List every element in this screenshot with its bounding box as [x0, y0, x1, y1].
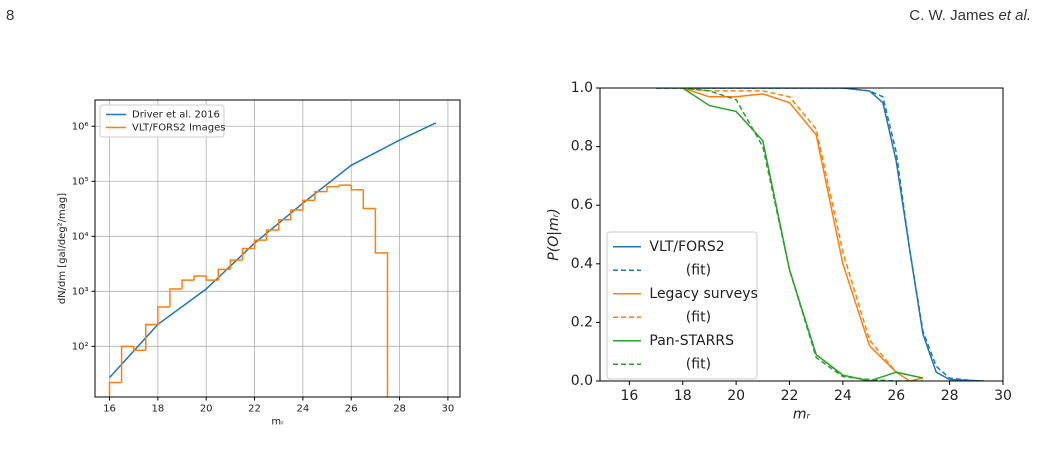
x-tick-label: 24: [834, 388, 852, 404]
histogram-bin: [205, 275, 219, 281]
histogram-bin: [253, 239, 267, 249]
histogram-bin: [277, 218, 291, 231]
histogram-bin: [217, 268, 231, 281]
histogram-bin: [145, 323, 158, 351]
x-tick-label: 18: [674, 388, 692, 404]
x-tick-label: 18: [151, 404, 164, 415]
histogram-bin: [229, 259, 243, 270]
legend-label: Driver et al. 2016: [132, 110, 220, 121]
x-axis-label: mᵣ: [271, 417, 284, 428]
x-tick-label: 16: [103, 404, 116, 415]
y-tick-label: 10⁵: [72, 176, 89, 187]
legend-label: (fit): [686, 262, 711, 278]
author-suffix: et al.: [998, 7, 1031, 24]
x-tick-label: 26: [345, 404, 358, 415]
x-tick-label: 24: [297, 404, 310, 415]
x-tick-label: 28: [393, 404, 406, 415]
y-axis-label: P(O|mᵣ): [546, 208, 562, 260]
x-tick-label: 26: [887, 388, 905, 404]
running-head: C. W. James et al.: [909, 7, 1031, 24]
histogram-bin: [181, 279, 195, 290]
histogram-bin: [241, 247, 255, 261]
histogram-bin: [120, 345, 134, 383]
y-axis-label: dN/dm [gal/deg²/mag]: [57, 193, 68, 304]
legend-box: [606, 231, 758, 380]
x-tick-label: 28: [941, 388, 959, 404]
histogram-bin: [132, 346, 146, 351]
y-tick-label: 0.0: [571, 373, 593, 389]
histogram-bin: [338, 184, 352, 187]
x-tick-label: 22: [781, 388, 799, 404]
y-tick-label: 0.4: [571, 256, 593, 272]
x-tick-label: 20: [727, 388, 745, 404]
plot-frame: [599, 87, 1004, 382]
histogram-bin: [265, 229, 279, 241]
series-line: [656, 88, 923, 381]
histogram-bin: [108, 381, 122, 397]
page-number: 8: [6, 7, 14, 24]
y-tick-label: 10³: [72, 286, 89, 297]
legend-label: (fit): [686, 309, 711, 325]
y-tick-label: 1.0: [571, 80, 593, 96]
legend-box: [99, 104, 225, 138]
legend-label: Legacy surveys: [649, 286, 757, 302]
y-tick-label: 10⁶: [72, 121, 89, 132]
y-tick-label: 0.6: [571, 197, 593, 213]
y-tick-label: 0.2: [571, 314, 593, 330]
author: C. W. James: [909, 7, 994, 24]
histogram-bin: [314, 190, 328, 201]
y-tick-label: 10²: [72, 341, 89, 352]
legend-label: Pan-STARRS: [649, 333, 734, 349]
x-axis-label: mᵣ: [793, 406, 812, 422]
legend-label: (fit): [686, 356, 711, 372]
y-tick-label: 10⁴: [72, 231, 89, 242]
series-line: [682, 88, 924, 379]
histogram-bin: [157, 306, 170, 325]
legend-label: VLT/FORS2: [649, 239, 724, 255]
histogram-bin: [350, 185, 364, 191]
legend-label: VLT/FORS2 Images: [132, 123, 226, 134]
x-tick-label: 20: [200, 404, 213, 415]
x-tick-label: 22: [248, 404, 261, 415]
x-tick-label: 30: [442, 404, 455, 415]
plot-area: [108, 122, 437, 397]
plot-frame: [94, 99, 461, 398]
histogram-bin: [362, 189, 376, 210]
histogram-bin: [374, 208, 389, 397]
histogram-bin: [193, 275, 207, 281]
y-tick-label: 0.8: [571, 139, 593, 155]
histogram-bin: [302, 199, 315, 211]
plot-area: [656, 88, 985, 381]
histogram-bin: [290, 209, 303, 220]
series-line: [656, 88, 977, 381]
x-tick-label: 16: [620, 388, 638, 404]
x-tick-label: 30: [994, 388, 1012, 404]
histogram-bin: [169, 288, 183, 307]
histogram-bin: [326, 185, 340, 192]
